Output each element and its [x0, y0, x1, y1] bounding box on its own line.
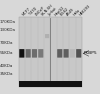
Text: T-47D: T-47D	[28, 7, 38, 17]
Text: 55KDa: 55KDa	[0, 51, 14, 55]
Text: SK-N-SH: SK-N-SH	[41, 4, 54, 17]
FancyBboxPatch shape	[38, 49, 43, 58]
Text: Jurkat: Jurkat	[47, 7, 57, 17]
FancyBboxPatch shape	[70, 49, 75, 58]
Text: 170KDa: 170KDa	[0, 20, 16, 24]
Text: K-562: K-562	[60, 7, 70, 17]
FancyBboxPatch shape	[32, 49, 37, 58]
Text: HEK293: HEK293	[79, 4, 92, 17]
Text: LNCaP: LNCaP	[34, 6, 46, 17]
Text: FKBP5: FKBP5	[84, 51, 98, 55]
Bar	[19, 17, 82, 87]
FancyBboxPatch shape	[26, 49, 31, 58]
Text: A549: A549	[66, 7, 76, 17]
FancyBboxPatch shape	[64, 49, 69, 58]
Text: 130KDa: 130KDa	[0, 28, 16, 33]
FancyBboxPatch shape	[19, 49, 24, 58]
FancyBboxPatch shape	[76, 49, 81, 58]
FancyBboxPatch shape	[57, 49, 62, 58]
Text: 40KDa: 40KDa	[0, 64, 13, 68]
Text: 35KDa: 35KDa	[0, 72, 14, 76]
Text: Hela: Hela	[72, 8, 81, 17]
Bar	[19, 81, 82, 87]
Text: HepG2: HepG2	[53, 5, 65, 17]
FancyBboxPatch shape	[45, 34, 49, 38]
Text: MCF7: MCF7	[22, 7, 32, 17]
Text: 70KDa: 70KDa	[0, 41, 14, 45]
